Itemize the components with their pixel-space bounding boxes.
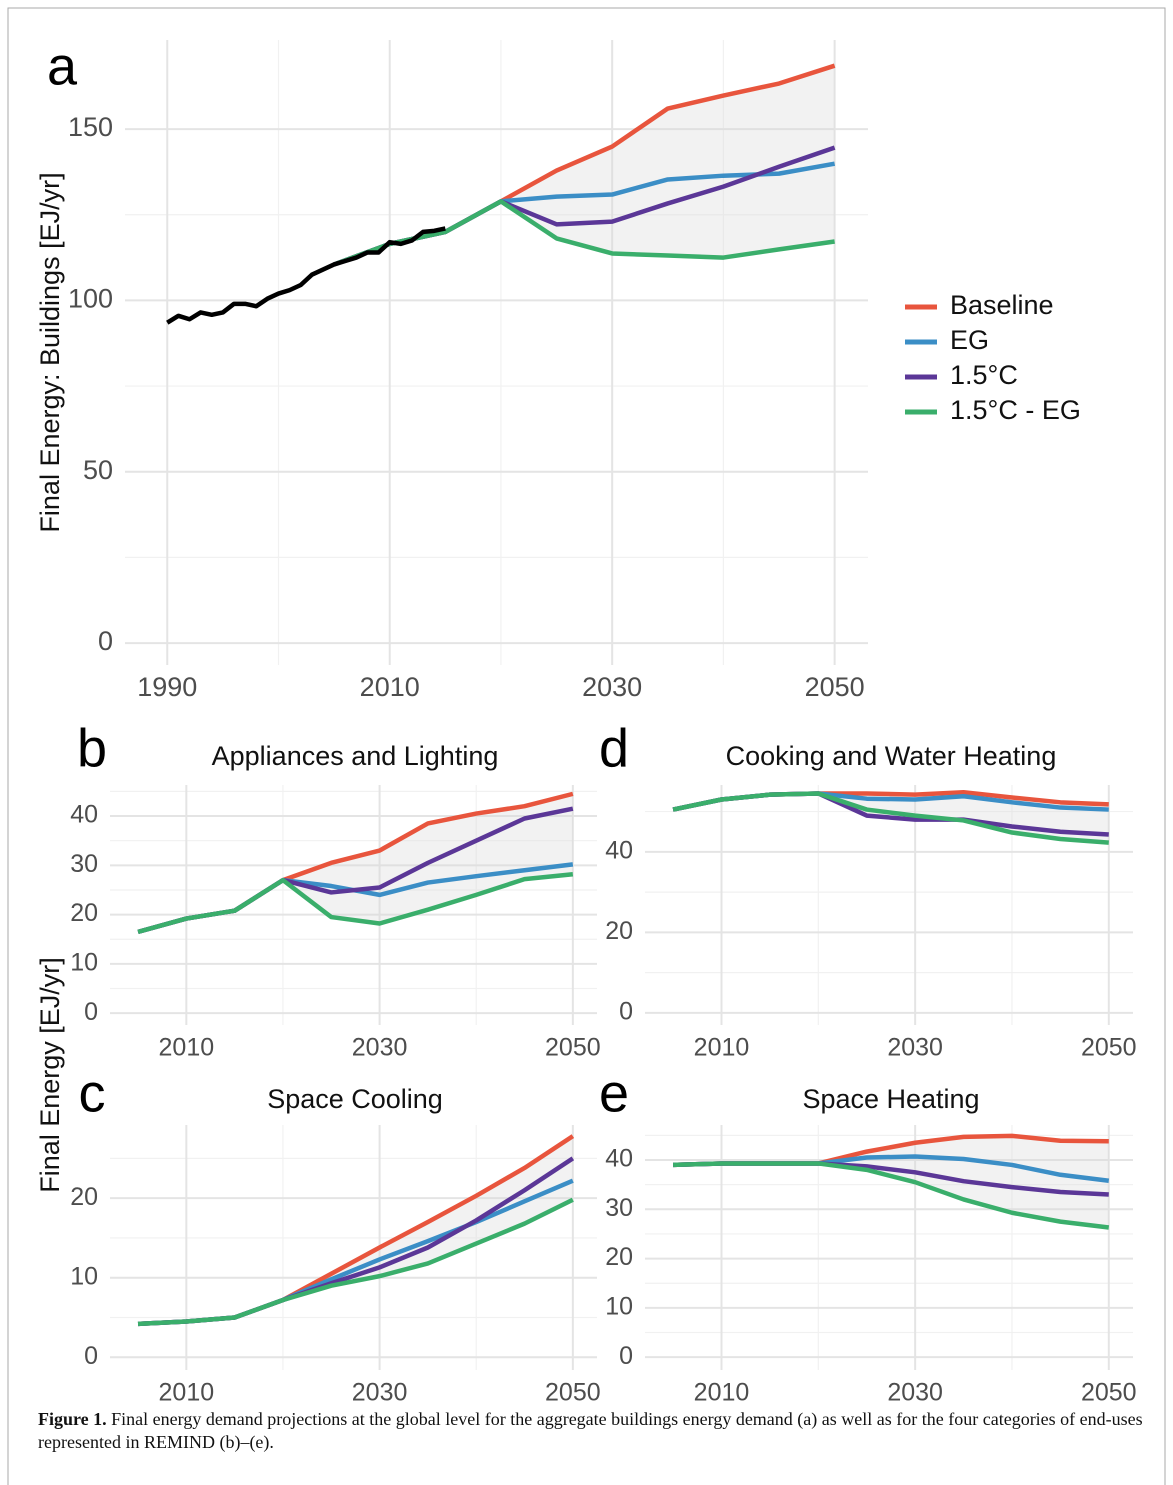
range-ribbon <box>673 1135 1109 1228</box>
x-tick-label: 2030 <box>352 1034 408 1062</box>
panel-label: b <box>77 718 107 778</box>
x-tick-label: 1990 <box>137 672 197 702</box>
y-tick-label: 10 <box>70 1262 98 1290</box>
range-ribbon <box>138 793 573 932</box>
x-tick-label: 2030 <box>887 1034 943 1062</box>
series-line <box>137 871 574 935</box>
panel-title: Appliances and Lighting <box>212 741 499 771</box>
x-tick-label: 2050 <box>1081 1034 1137 1062</box>
x-tick-label: 2030 <box>887 1379 943 1407</box>
panel-title: Space Heating <box>802 1084 979 1114</box>
x-tick-label: 2010 <box>159 1379 215 1407</box>
y-tick-label: 0 <box>84 1342 98 1370</box>
y-tick-label: 40 <box>605 1145 633 1173</box>
y-tick-label: 0 <box>619 998 633 1026</box>
y-tick-label: 30 <box>605 1194 633 1222</box>
history-line <box>166 226 446 325</box>
y-tick-label: 0 <box>619 1342 633 1370</box>
frame <box>7 7 1166 1485</box>
y-tick-label: 0 <box>84 998 98 1026</box>
x-tick-label: 2050 <box>805 672 865 702</box>
series-line <box>672 791 1109 845</box>
caption-label: Figure 1. <box>38 1409 107 1429</box>
y-tick-label: 100 <box>68 284 113 314</box>
panel-label: d <box>599 718 629 778</box>
y-tick-label: 50 <box>83 455 113 485</box>
y-tick-label: 20 <box>70 1183 98 1211</box>
y-tick-label: 10 <box>70 949 98 977</box>
panel-label: c <box>79 1063 106 1123</box>
series-line <box>673 1161 1110 1230</box>
panel-title: Cooking and Water Heating <box>726 741 1057 771</box>
x-tick-label: 2030 <box>582 672 642 702</box>
x-tick-label: 2010 <box>159 1034 215 1062</box>
x-tick-label: 2030 <box>352 1379 408 1407</box>
caption: Figure 1. Final energy demand projection… <box>38 1408 1143 1454</box>
y-tick-label: 150 <box>68 112 113 142</box>
y-axis-label: Final Energy: Buildings [EJ/yr] <box>35 172 65 532</box>
panel-label: a <box>47 36 78 96</box>
panel-title: Space Cooling <box>267 1084 443 1114</box>
y-tick-label: 20 <box>605 1243 633 1271</box>
x-tick-label: 2050 <box>1081 1379 1137 1407</box>
legend-label: 1.5°C <box>950 360 1018 390</box>
x-tick-label: 2010 <box>694 1379 750 1407</box>
y-tick-label: 10 <box>605 1292 633 1320</box>
y-tick-label: 30 <box>70 850 98 878</box>
series-line <box>137 1197 574 1327</box>
y-tick-label: 0 <box>98 626 113 656</box>
y-tick-label: 20 <box>605 917 633 945</box>
panel-label: e <box>599 1063 629 1123</box>
shared-y-label: Final Energy [EJ/yr] <box>35 957 65 1193</box>
legend-label: 1.5°C - EG <box>950 395 1081 425</box>
legend-label: Baseline <box>950 290 1054 320</box>
x-tick-label: 2010 <box>694 1034 750 1062</box>
y-tick-label: 20 <box>70 899 98 927</box>
caption-text: Final energy demand projections at the g… <box>38 1409 1143 1452</box>
y-tick-label: 40 <box>605 836 633 864</box>
legend-label: EG <box>950 325 989 355</box>
x-tick-label: 2050 <box>545 1379 601 1407</box>
x-tick-label: 2050 <box>545 1034 601 1062</box>
y-tick-label: 40 <box>70 801 98 829</box>
range-ribbon <box>334 65 835 265</box>
range-ribbon <box>138 1136 573 1324</box>
x-tick-label: 2010 <box>360 672 420 702</box>
